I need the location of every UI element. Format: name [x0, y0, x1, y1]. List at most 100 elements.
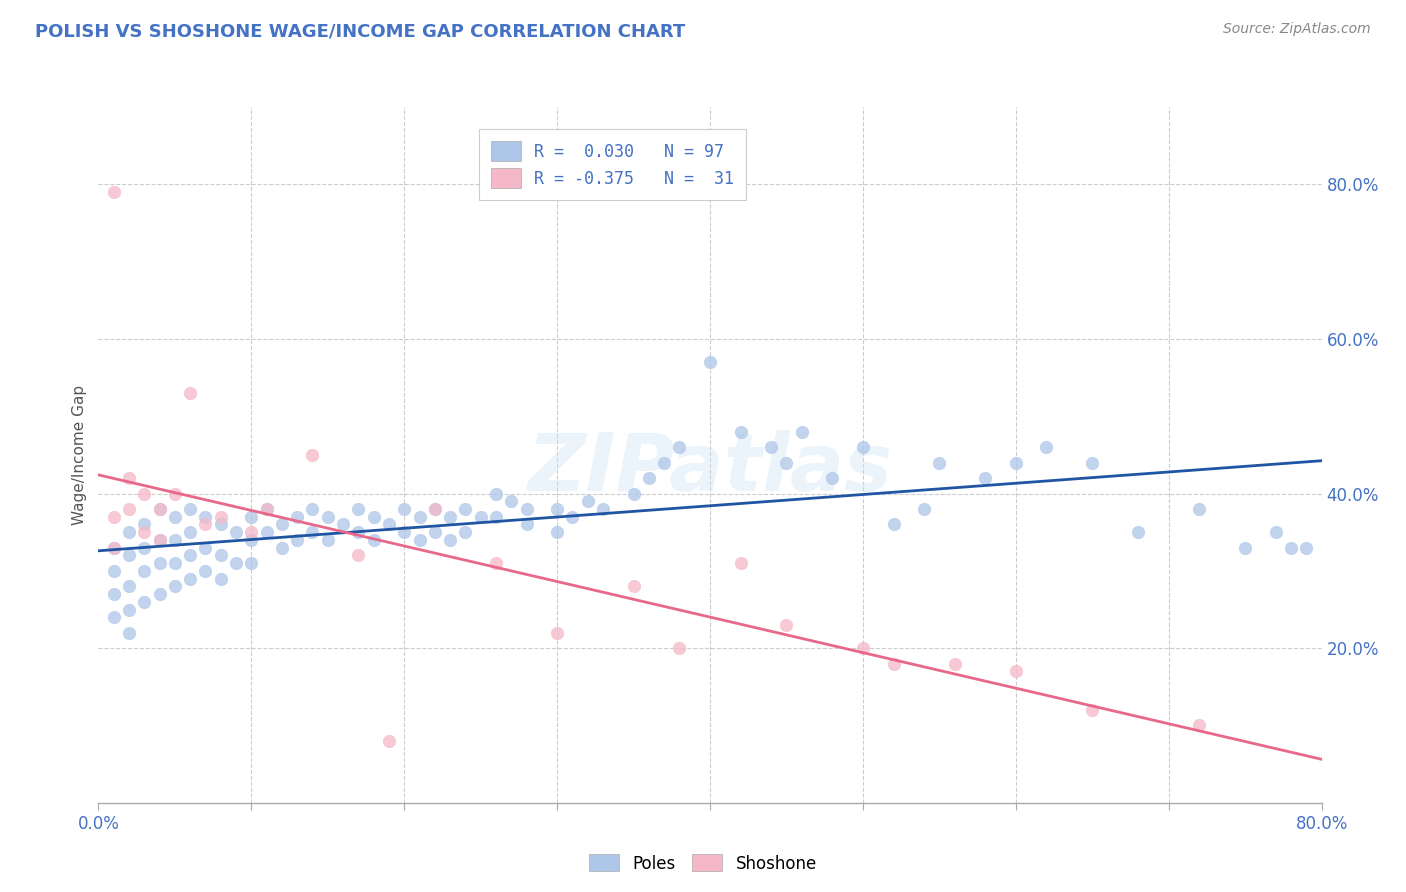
Point [546, 525, 568, 540]
Point [194, 541, 217, 555]
Point [439, 533, 461, 547]
Point [974, 471, 997, 485]
Point [561, 509, 583, 524]
Point [485, 556, 508, 570]
Point [1004, 456, 1026, 470]
Point [118, 525, 141, 540]
Point [134, 541, 156, 555]
Point [1279, 541, 1302, 555]
Point [623, 486, 645, 500]
Point [316, 509, 339, 524]
Point [149, 502, 172, 516]
Point [378, 517, 401, 532]
Point [790, 425, 813, 439]
Point [943, 657, 966, 671]
Point [1128, 525, 1150, 540]
Point [256, 502, 278, 516]
Point [270, 517, 292, 532]
Point [363, 509, 385, 524]
Point [163, 556, 186, 570]
Point [103, 509, 125, 524]
Text: POLISH VS SHOSHONE WAGE/INCOME GAP CORRELATION CHART: POLISH VS SHOSHONE WAGE/INCOME GAP CORRE… [35, 22, 685, 40]
Point [301, 525, 323, 540]
Point [163, 533, 186, 547]
Point [501, 494, 523, 508]
Point [163, 579, 186, 593]
Point [546, 502, 568, 516]
Point [392, 502, 416, 516]
Point [1188, 718, 1211, 732]
Point [316, 533, 339, 547]
Point [134, 486, 156, 500]
Point [134, 525, 156, 540]
Point [912, 502, 935, 516]
Point [118, 502, 141, 516]
Point [775, 456, 797, 470]
Point [301, 448, 323, 462]
Point [821, 471, 844, 485]
Point [118, 549, 141, 563]
Point [240, 509, 263, 524]
Point [225, 556, 247, 570]
Point [759, 440, 782, 454]
Point [256, 502, 278, 516]
Point [668, 440, 690, 454]
Point [408, 533, 430, 547]
Point [1295, 541, 1317, 555]
Point [194, 517, 217, 532]
Text: Source: ZipAtlas.com: Source: ZipAtlas.com [1223, 22, 1371, 37]
Point [347, 525, 370, 540]
Point [883, 517, 905, 532]
Point [546, 625, 568, 640]
Point [423, 502, 446, 516]
Point [423, 502, 446, 516]
Point [285, 509, 308, 524]
Point [363, 533, 385, 547]
Point [454, 502, 477, 516]
Point [209, 509, 232, 524]
Point [1004, 665, 1026, 679]
Point [454, 525, 477, 540]
Point [852, 641, 875, 656]
Point [730, 556, 752, 570]
Point [392, 525, 416, 540]
Point [775, 618, 797, 632]
Point [118, 602, 141, 616]
Point [1188, 502, 1211, 516]
Point [118, 579, 141, 593]
Point [103, 185, 125, 199]
Point [516, 502, 538, 516]
Point [103, 587, 125, 601]
Point [209, 517, 232, 532]
Point [209, 549, 232, 563]
Point [225, 525, 247, 540]
Point [928, 456, 950, 470]
Point [209, 572, 232, 586]
Point [623, 579, 645, 593]
Point [149, 533, 172, 547]
Point [592, 502, 614, 516]
Text: ZIPatlas: ZIPatlas [527, 430, 893, 508]
Point [179, 386, 201, 401]
Point [134, 517, 156, 532]
Point [347, 549, 370, 563]
Point [408, 509, 430, 524]
Point [470, 509, 492, 524]
Point [699, 355, 721, 369]
Point [103, 541, 125, 555]
Point [668, 641, 690, 656]
Point [637, 471, 661, 485]
Point [730, 425, 752, 439]
Point [179, 502, 201, 516]
Point [301, 502, 323, 516]
Point [149, 533, 172, 547]
Point [163, 486, 186, 500]
Point [347, 502, 370, 516]
Legend: R =  0.030   N = 97, R = -0.375   N =  31: R = 0.030 N = 97, R = -0.375 N = 31 [479, 129, 745, 200]
Point [1081, 456, 1104, 470]
Point [285, 533, 308, 547]
Point [1081, 703, 1104, 717]
Point [378, 734, 401, 748]
Point [103, 564, 125, 578]
Point [179, 572, 201, 586]
